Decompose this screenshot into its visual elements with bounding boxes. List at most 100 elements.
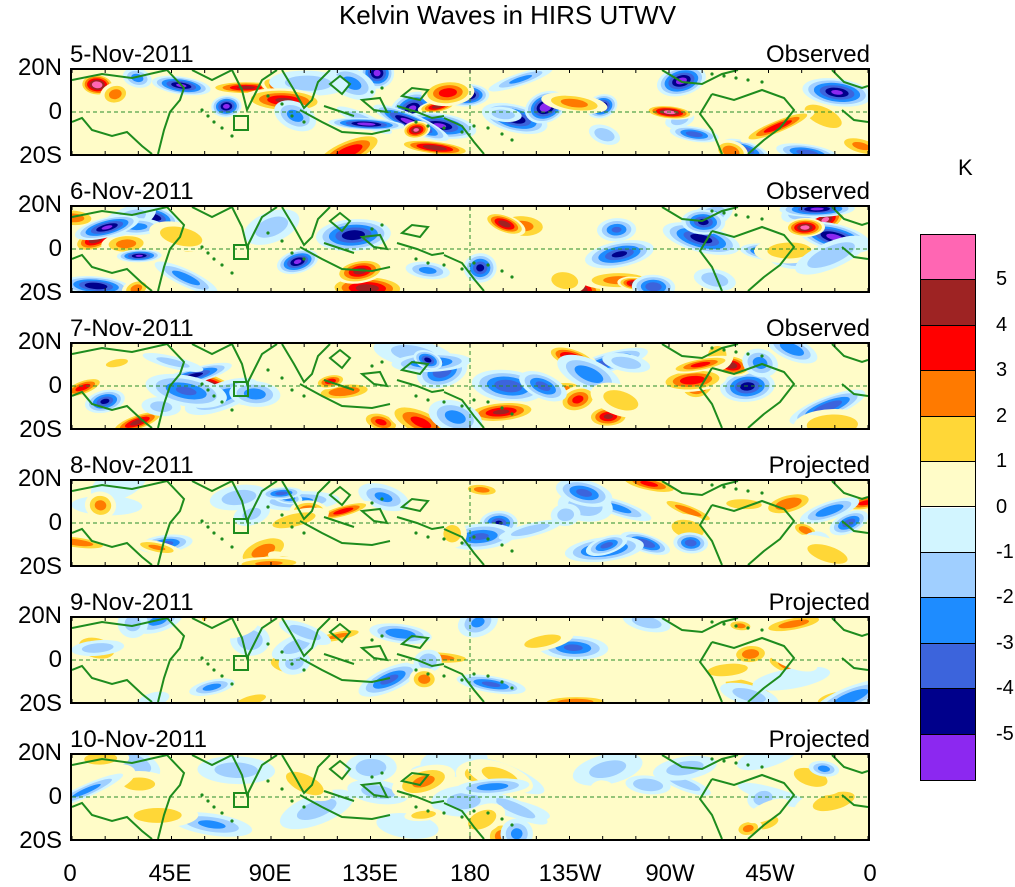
map-panel: 5-Nov-2011 Observed 20N 0 20S bbox=[0, 42, 880, 179]
colorbar-level-label: 3 bbox=[996, 359, 1008, 382]
anomaly-blob bbox=[461, 482, 502, 497]
anomaly-blob bbox=[622, 618, 671, 633]
island-dot bbox=[206, 525, 210, 529]
island-dot bbox=[426, 398, 430, 402]
panel-kind: Observed bbox=[765, 178, 870, 205]
colorbar-level-label: 4 bbox=[996, 313, 1008, 336]
coastline bbox=[323, 653, 355, 665]
anomaly-map bbox=[70, 68, 870, 156]
island-dot bbox=[460, 404, 464, 408]
island-dot bbox=[280, 376, 284, 380]
chart-title: Kelvin Waves in HIRS UTWV bbox=[338, 0, 677, 30]
coastline bbox=[396, 653, 445, 668]
colorbar-box bbox=[921, 280, 975, 326]
anomaly-blob bbox=[746, 798, 789, 824]
anomaly-blob bbox=[243, 209, 300, 245]
island-dot bbox=[280, 787, 284, 791]
island-dot bbox=[460, 130, 464, 134]
island-dot bbox=[266, 505, 270, 509]
island-dot bbox=[734, 487, 738, 491]
anomaly-blob bbox=[498, 519, 562, 541]
coastline bbox=[841, 794, 868, 808]
island-dot bbox=[486, 537, 490, 541]
anomaly-blob bbox=[369, 623, 432, 644]
island-dot bbox=[760, 765, 764, 769]
longitude-label: 90E bbox=[248, 860, 292, 887]
anomaly-blob bbox=[588, 124, 621, 145]
anomaly-blob bbox=[211, 95, 242, 118]
coastline bbox=[396, 790, 445, 805]
anomaly-blob bbox=[227, 556, 310, 565]
map-panel: 7-Nov-2011 Observed 20N 0 20S bbox=[0, 316, 880, 453]
anomaly-blob bbox=[764, 641, 818, 672]
island-dot bbox=[500, 269, 504, 273]
coastline bbox=[841, 109, 868, 123]
anomaly-blob bbox=[585, 534, 628, 557]
island-dot bbox=[722, 74, 726, 78]
latitude-label: 20S bbox=[19, 827, 62, 854]
island-dot bbox=[370, 501, 374, 505]
region-box bbox=[233, 244, 249, 260]
coastline bbox=[396, 516, 445, 531]
island-dot bbox=[290, 662, 294, 666]
coastline bbox=[831, 755, 868, 775]
anomaly-blob bbox=[209, 484, 269, 511]
anomaly-blob bbox=[84, 491, 117, 520]
island-dot bbox=[370, 227, 374, 231]
coastline bbox=[299, 109, 391, 136]
anomaly-blob bbox=[555, 481, 613, 507]
island-dot bbox=[472, 535, 476, 539]
map-panel: 8-Nov-2011 Projected 20N 0 20S bbox=[0, 453, 880, 590]
anomaly-blob bbox=[715, 496, 773, 513]
island-dot bbox=[280, 513, 284, 517]
coastline bbox=[841, 657, 868, 671]
island-dot bbox=[230, 819, 234, 823]
longitude-label: 90W bbox=[645, 860, 695, 887]
island-dot bbox=[380, 360, 384, 364]
island-dot bbox=[220, 537, 224, 541]
island-dot bbox=[710, 483, 714, 487]
map-svg bbox=[72, 755, 868, 839]
coastline bbox=[281, 755, 331, 795]
island-dot bbox=[460, 541, 464, 545]
island-dot bbox=[734, 761, 738, 765]
anomaly-blob bbox=[829, 510, 868, 536]
island-dot bbox=[200, 382, 204, 386]
anomaly-blob bbox=[98, 355, 136, 371]
anomaly-blob bbox=[72, 276, 131, 291]
coastline bbox=[711, 499, 796, 565]
coastline bbox=[281, 344, 331, 384]
anomaly-blob bbox=[100, 82, 131, 107]
anomaly-blob bbox=[720, 682, 779, 702]
anomaly-blob bbox=[421, 79, 475, 107]
panel-date: 6-Nov-2011 bbox=[70, 178, 194, 205]
island-dot bbox=[206, 799, 210, 803]
island-dot bbox=[486, 811, 490, 815]
anomaly-blob bbox=[572, 755, 643, 786]
coastline bbox=[323, 516, 355, 528]
coastline bbox=[299, 520, 391, 547]
island-dot bbox=[472, 261, 476, 265]
anomaly-blob bbox=[405, 261, 450, 280]
island-dot bbox=[200, 519, 204, 523]
latitude-label: 0 bbox=[48, 98, 62, 125]
island-dot bbox=[230, 682, 234, 686]
island-dot bbox=[510, 823, 514, 827]
island-dot bbox=[266, 231, 270, 235]
map-panel: 6-Nov-2011 Observed 20N 0 20S bbox=[0, 179, 880, 316]
coastline bbox=[281, 618, 331, 658]
anomaly-blob bbox=[669, 125, 719, 143]
anomaly-blob bbox=[740, 110, 815, 143]
anomaly-blob bbox=[579, 805, 624, 828]
island-dot bbox=[230, 408, 234, 412]
island-dot bbox=[722, 759, 726, 763]
anomaly-blob bbox=[428, 399, 482, 428]
island-dot bbox=[230, 271, 234, 275]
island-dot bbox=[414, 120, 418, 124]
coastline bbox=[231, 70, 278, 113]
coastline bbox=[443, 391, 485, 428]
island-dot bbox=[212, 120, 216, 124]
anomaly-map bbox=[70, 342, 870, 430]
coastline bbox=[396, 242, 445, 257]
island-dot bbox=[472, 398, 476, 402]
